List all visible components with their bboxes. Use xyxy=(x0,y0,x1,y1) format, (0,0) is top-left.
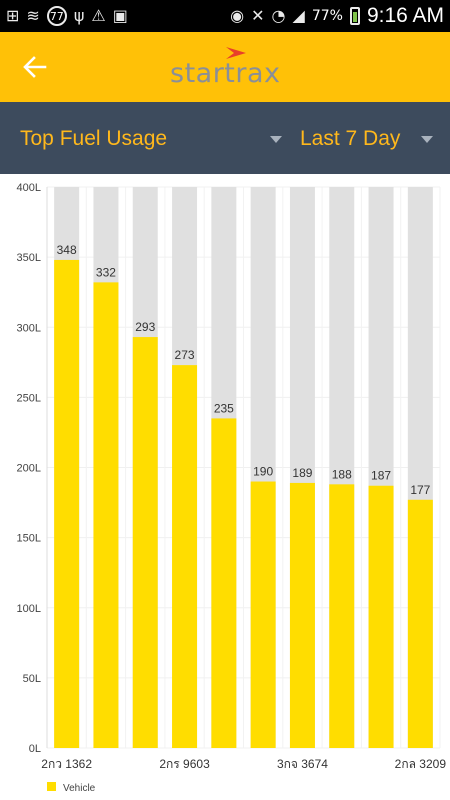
bar-value-label: 332 xyxy=(96,265,116,279)
x-tick-label: 2กว 1362 xyxy=(41,757,92,771)
y-tick-label: 0L xyxy=(29,743,41,755)
period-dropdown-icon[interactable] xyxy=(421,136,433,143)
battery-icon xyxy=(349,7,360,25)
mute-icon: ✕ xyxy=(251,6,265,25)
bar-value-label: 273 xyxy=(175,348,195,362)
y-tick-label: 400L xyxy=(17,182,41,194)
app-bar: startrax xyxy=(0,32,450,102)
eye-icon: ◉ xyxy=(230,6,245,25)
report-type-select[interactable]: Top Fuel Usage xyxy=(20,127,168,150)
bar-value-label: 190 xyxy=(253,465,273,479)
y-tick-label: 50L xyxy=(23,673,41,685)
period-select[interactable]: Last 7 Day xyxy=(300,127,401,150)
report-type-dropdown-icon[interactable] xyxy=(270,136,282,143)
y-tick-label: 350L xyxy=(17,252,41,264)
cell-signal-icon: ◢ xyxy=(292,6,305,25)
bar-value-label: 348 xyxy=(57,243,77,257)
y-tick-label: 200L xyxy=(17,463,41,475)
bar-value-label: 187 xyxy=(371,469,391,483)
bar-value-label: 189 xyxy=(292,466,312,480)
filter-bar: Top Fuel Usage Last 7 Day xyxy=(0,102,450,174)
bar xyxy=(407,499,433,748)
startrax-logo: startrax xyxy=(170,46,290,92)
bar xyxy=(289,482,315,748)
notification-77-icon: 77 xyxy=(46,6,67,26)
bar-chart-svg: 0L 50L 100L 150L 200L 250L 300L 350L 400L 348 332 2… xyxy=(17,182,447,794)
add-icon: ⊞ xyxy=(6,6,20,25)
bar xyxy=(329,484,355,748)
bar xyxy=(368,485,394,748)
bar xyxy=(54,259,80,748)
legend-label: Vehicle xyxy=(63,783,96,794)
usb-icon: ψ xyxy=(73,6,85,25)
wifi-signal-icon: ◔ xyxy=(271,6,286,25)
status-bar: ⊞ ≋ 77 ψ ⚠ ▣ ◉ ✕ ◔ ◢ 77% 9:16 AM xyxy=(0,0,450,32)
legend-swatch xyxy=(47,782,56,791)
bar xyxy=(132,337,158,748)
clock: 9:16 AM xyxy=(366,4,444,27)
back-button[interactable] xyxy=(18,52,52,82)
y-tick-label: 250L xyxy=(17,392,41,404)
bar-value-label: 293 xyxy=(135,320,155,334)
arrow-left-icon xyxy=(23,56,47,78)
image-icon: ▣ xyxy=(112,6,128,25)
fuel-usage-chart: 0L 50L 100L 150L 200L 250L 300L 350L 400L 348 332 2… xyxy=(0,174,450,800)
bar-value-label: 177 xyxy=(410,483,430,497)
x-tick-label: 2กล 3209 xyxy=(395,757,447,771)
y-tick-label: 150L xyxy=(17,533,41,545)
y-tick-label: 300L xyxy=(17,322,41,334)
y-tick-label: 100L xyxy=(17,603,41,615)
bar-value-label: 235 xyxy=(214,401,234,415)
status-icons-left: ⊞ ≋ 77 ψ ⚠ ▣ xyxy=(6,6,128,26)
logo-mark-icon xyxy=(226,47,246,59)
bar-value-label: 188 xyxy=(332,467,352,481)
battery-percent: 77% xyxy=(311,8,343,24)
status-icons-right: ◉ ✕ ◔ ◢ 77% 9:16 AM xyxy=(230,4,444,28)
bar xyxy=(93,282,119,748)
wifi-icon: ≋ xyxy=(26,6,40,25)
x-tick-label: 2กร 9603 xyxy=(159,757,210,771)
bar xyxy=(172,365,198,748)
x-tick-label: 3กจ 3674 xyxy=(277,757,328,771)
logo-text: startrax xyxy=(170,58,281,89)
bar xyxy=(211,418,237,748)
warning-icon: ⚠ xyxy=(91,6,106,25)
bar xyxy=(250,481,276,748)
